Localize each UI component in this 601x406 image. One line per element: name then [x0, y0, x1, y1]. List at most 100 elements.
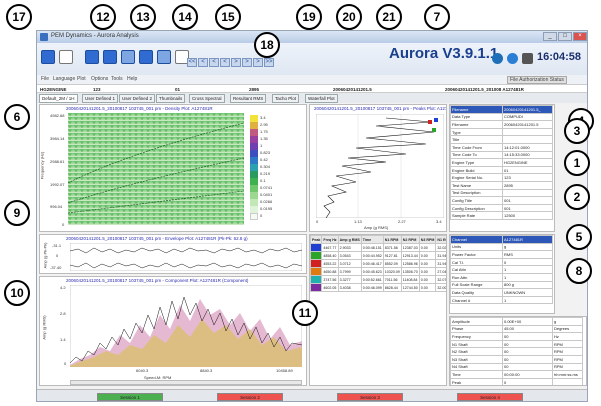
session-4-button[interactable]: Session 4: [457, 393, 523, 401]
density-spectrogram[interactable]: [68, 113, 244, 225]
channel-row[interactable]: Run Attn 1: [450, 272, 553, 282]
toolbar: << < < < > > > >> Aurora V3.9.1.1 16:04:…: [37, 43, 587, 75]
property-row[interactable]: Engine Serial No. 123: [450, 173, 553, 182]
legend-swatch: [250, 143, 258, 150]
readout-row[interactable]: Amplitude 0.00E+00 g: [450, 317, 583, 326]
peaks-plot-graph[interactable]: [316, 114, 444, 218]
tab-user-defined-1[interactable]: User Defined 1: [82, 94, 119, 103]
tab-cross-spectral[interactable]: Cross Spectral: [189, 94, 225, 103]
nav-forward-button[interactable]: >: [231, 58, 241, 67]
envelope-plot-ylabel: Amp (g Pk-Pk): [42, 242, 48, 269]
channel-row[interactable]: Units g: [450, 242, 553, 252]
tab-user-defined-2[interactable]: User Defined 2: [119, 94, 156, 103]
readout-unit: hh:mm:ss.ms: [552, 370, 583, 379]
nav-first-button[interactable]: <<: [187, 58, 197, 67]
callout-7: 7: [424, 4, 450, 30]
envelope-tool-icon[interactable]: [139, 50, 153, 64]
property-row[interactable]: Type: [450, 127, 553, 137]
readout-row[interactable]: Phase 45.00 Degrees: [450, 324, 583, 334]
readout-row[interactable]: N2 Shaft 00 RPM: [450, 347, 583, 356]
property-row[interactable]: Time Code To 14:15:33.0000: [450, 150, 553, 160]
peaks-tool-icon[interactable]: [121, 50, 135, 64]
peak-row[interactable]: 4602.05 3.4038 0:00:46.099 8628.44 12744.50 0…: [310, 283, 446, 292]
channel-row[interactable]: Cal Attn 1: [450, 265, 553, 274]
report-tool-icon[interactable]: [175, 50, 189, 64]
property-row[interactable]: Title: [450, 135, 553, 144]
legend-value: 0.0266: [260, 199, 273, 204]
legend-swatch: [250, 164, 258, 171]
component-plot-graph[interactable]: [70, 285, 302, 367]
property-row[interactable]: Config Title 001: [450, 196, 553, 205]
channel-row[interactable]: Power Factor RMS: [450, 250, 553, 259]
nav-back-button[interactable]: <: [209, 58, 219, 67]
open-file-icon[interactable]: [41, 50, 55, 64]
nav-forward-button[interactable]: >: [253, 58, 263, 67]
maximize-button[interactable]: □: [558, 32, 572, 41]
authorization-status-button[interactable]: File Authorization Status: [507, 76, 567, 84]
nav-last-button[interactable]: >>: [264, 58, 274, 67]
density-tool-icon[interactable]: [103, 50, 117, 64]
tab-default[interactable]: Default_2M / 1H: [39, 94, 78, 103]
property-row[interactable]: Test Description: [450, 188, 553, 198]
readout-row[interactable]: Frequency 00 Hz: [450, 332, 583, 341]
property-row[interactable]: Sample Rate 12500: [450, 211, 553, 220]
tab-thumbnails[interactable]: Thumbnails: [156, 94, 186, 103]
property-row[interactable]: Time Code From 14:12:01.0000: [450, 142, 553, 152]
property-row[interactable]: Test Name 2895: [450, 180, 553, 190]
peak-row[interactable]: 4650.88 3.7999 0:00:45.623 10320.09 13506.70…: [310, 267, 446, 276]
session-3-button[interactable]: Session 3: [337, 393, 403, 401]
channel-row[interactable]: Data Quality UNKNOWN: [450, 288, 553, 297]
readout-key: Frequency: [450, 332, 503, 341]
peak-row[interactable]: 4467.77 2.9033 0:00:48.151 8371.56 12387.03 0…: [310, 243, 446, 252]
property-row[interactable]: Config Description 001: [450, 203, 553, 213]
tab-waterfall-plot[interactable]: Waterfall Plot: [305, 94, 338, 103]
readout-row[interactable]: Peak 0: [450, 377, 583, 385]
peak-cell: 32.00: [435, 283, 446, 292]
readout-value: 00: [502, 354, 553, 364]
channel-row[interactable]: Channel A127481R: [450, 235, 553, 244]
property-row[interactable]: Filename 20060420141201.5_: [450, 105, 553, 114]
channel-row[interactable]: Channel #1: [450, 295, 553, 305]
session-2-button[interactable]: Session 2: [217, 393, 283, 401]
component-tool-icon[interactable]: [157, 50, 171, 64]
info-icon[interactable]: [507, 53, 518, 64]
help-icon[interactable]: [492, 53, 503, 64]
peak-row[interactable]: 3747.56 3.3277 0:00:52.661 7011.56 11408.84 0…: [310, 275, 446, 284]
peak-cell: 0:00:48.151: [360, 243, 384, 252]
property-row[interactable]: Filename 20060420141201.5: [450, 120, 553, 129]
readout-row[interactable]: N1 Shaft 00 RPM: [450, 339, 583, 349]
menu-options[interactable]: Options: [91, 76, 109, 82]
plot-tool-icon[interactable]: [85, 50, 99, 64]
component-plot-ylabel: Amp (g RMS): [41, 315, 47, 340]
session-1-button[interactable]: Session 1: [97, 393, 163, 401]
envelope-plot-graph[interactable]: [70, 243, 302, 271]
new-file-icon[interactable]: [59, 50, 73, 64]
menu-tools[interactable]: Tools: [111, 76, 123, 82]
peak-row[interactable]: 4858.40 3.0543 0:00:44.952 9127.81 12913.44 0…: [310, 251, 446, 260]
readout-row[interactable]: N3 Shaft 00 RPM: [450, 354, 583, 364]
property-value: 14:12:01.0000: [502, 142, 553, 152]
nav-back-button[interactable]: <: [220, 58, 230, 67]
minimize-button[interactable]: _: [543, 32, 557, 41]
component-plot-scrollbar[interactable]: [70, 380, 302, 385]
tab-tacho-plot[interactable]: Tacho Plot: [272, 94, 300, 103]
menu-help[interactable]: Help: [127, 76, 138, 82]
readout-row[interactable]: N4 Shaft 00 RPM: [450, 362, 583, 372]
property-row[interactable]: Data Type COMPUDI: [450, 112, 553, 122]
menu-file[interactable]: File: [41, 76, 50, 82]
readout-unit: RPM: [552, 362, 583, 372]
peak-cell: 0:00:44.952: [360, 251, 384, 260]
nav-back-button[interactable]: <: [198, 58, 208, 67]
nav-forward-button[interactable]: >: [242, 58, 252, 67]
tab-resultant-rms[interactable]: Resultant RMS: [230, 94, 267, 103]
menu-plot[interactable]: Plot: [77, 76, 86, 82]
close-button[interactable]: ×: [573, 32, 587, 41]
readout-row[interactable]: Time 00:00:00 hh:mm:ss.ms: [450, 370, 583, 379]
property-row[interactable]: Engine Build 01: [450, 165, 553, 175]
channel-row[interactable]: Cal T.I. 0: [450, 257, 553, 267]
menu-language[interactable]: Language: [53, 76, 76, 82]
channel-row[interactable]: Full Scale Range 800 g: [450, 280, 553, 290]
printer-icon[interactable]: [522, 53, 533, 64]
property-row[interactable]: Engine Type HG2ENGINE: [450, 158, 553, 167]
peak-row[interactable]: 4553.22 3.0712 0:00:46.417 8552.09 12586.96 0…: [310, 259, 446, 268]
